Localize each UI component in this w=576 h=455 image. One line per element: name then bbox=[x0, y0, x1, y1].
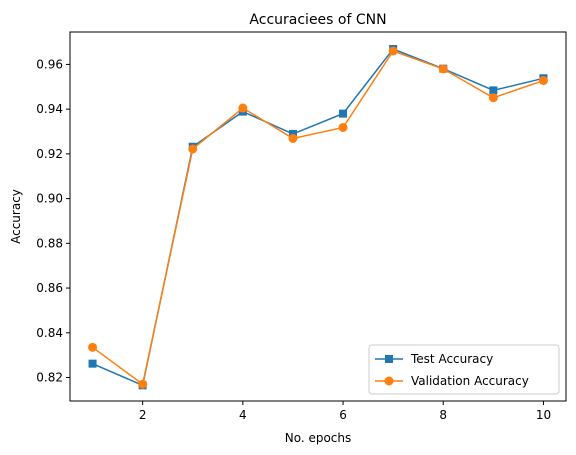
y-tick-label: 0.82 bbox=[36, 371, 63, 385]
series-2-point bbox=[488, 93, 498, 103]
series-1-point bbox=[88, 359, 97, 368]
series-2-point bbox=[188, 144, 198, 154]
chart-title: Accuraciees of CNN bbox=[249, 12, 386, 28]
x-tick-label: 2 bbox=[139, 408, 147, 422]
series-2-point bbox=[538, 76, 548, 86]
series-2-point bbox=[288, 133, 298, 143]
y-tick-label: 0.84 bbox=[36, 326, 63, 340]
y-tick-label: 0.94 bbox=[36, 102, 63, 116]
plot-area-frame bbox=[69, 31, 567, 402]
legend-label-1: Test Accuracy bbox=[410, 352, 493, 366]
series-2-point bbox=[338, 122, 348, 132]
series-2-point bbox=[88, 342, 98, 352]
series-line-2 bbox=[92, 50, 544, 386]
series-2-point bbox=[388, 46, 398, 56]
legend-box bbox=[368, 344, 560, 395]
series-1-point bbox=[339, 109, 348, 118]
series-line-1 bbox=[92, 48, 544, 387]
y-tick-label: 0.92 bbox=[36, 147, 63, 161]
legend: Test Accuracy Validation Accuracy bbox=[368, 344, 560, 395]
x-tick-label: 6 bbox=[339, 408, 347, 422]
series-2-point bbox=[238, 103, 248, 113]
series-2-point bbox=[438, 64, 448, 74]
x-tick-label: 10 bbox=[536, 408, 551, 422]
y-tick-label: 0.86 bbox=[36, 281, 63, 295]
y-tick-label: 0.88 bbox=[36, 236, 63, 250]
x-axis-label: No. epochs bbox=[285, 431, 352, 445]
x-tick-label: 4 bbox=[239, 408, 247, 422]
y-axis-label: Accuracy bbox=[9, 189, 23, 244]
legend-marker-2 bbox=[384, 376, 394, 386]
y-tick-label: 0.96 bbox=[36, 57, 63, 71]
series-1-point bbox=[489, 86, 498, 95]
x-tick-label: 8 bbox=[439, 408, 447, 422]
legend-marker-1 bbox=[385, 355, 393, 363]
series-2-point bbox=[138, 379, 148, 389]
y-tick-label: 0.90 bbox=[36, 192, 63, 206]
legend-label-2: Validation Accuracy bbox=[411, 374, 529, 388]
